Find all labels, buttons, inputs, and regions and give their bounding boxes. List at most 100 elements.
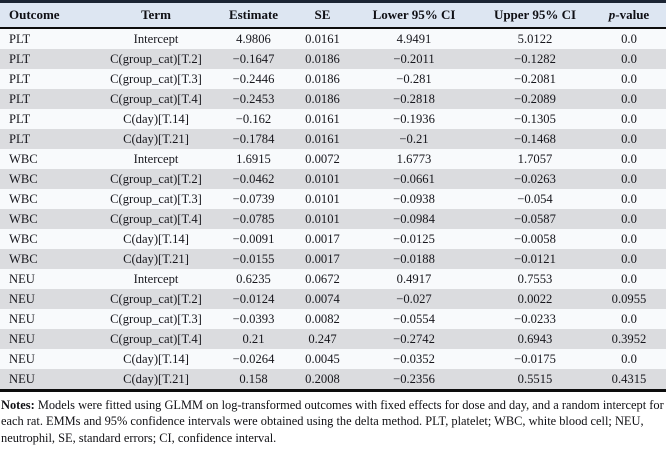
cell-lower-95-ci: −0.2011 — [393, 51, 435, 66]
cell-lower-95-ci: −0.0984 — [393, 211, 435, 226]
cell-outcome: WBC — [9, 191, 38, 206]
cell-term: C(day)[T.21] — [123, 371, 189, 386]
cell-se: 0.0186 — [305, 71, 340, 86]
cell-estimate: −0.2453 — [232, 91, 275, 106]
cell-outcome: WBC — [9, 151, 38, 166]
cell-p-value: 0.0 — [621, 191, 637, 206]
cell-lower-95-ci: −0.1936 — [393, 111, 435, 126]
header-row: Outcome Term Estimate SE Lower 95% CI Up… — [0, 1, 666, 29]
cell-term: C(group_cat)[T.4] — [110, 91, 202, 106]
cell-estimate: 1.6915 — [236, 151, 271, 166]
cell-se: 0.0161 — [305, 31, 340, 46]
cell-se: 0.0074 — [305, 291, 340, 306]
cell-upper-95-ci: −0.1282 — [514, 51, 556, 66]
header-term: Term — [141, 7, 171, 22]
cell-se: 0.0161 — [305, 131, 340, 146]
cell-estimate: −0.2446 — [232, 71, 275, 86]
cell-estimate: −0.1784 — [232, 131, 275, 146]
cell-outcome: NEU — [9, 351, 35, 366]
cell-estimate: 0.6235 — [236, 271, 271, 286]
table-row: PLT Intercept 4.9806 0.0161 4.9491 5.0122 0.0 — [0, 28, 666, 49]
cell-se: 0.0186 — [305, 91, 340, 106]
table-row: WBC C(group_cat)[T.4] −0.0785 0.0101 −0.0984… — [0, 209, 666, 229]
header-estimate: Estimate — [228, 7, 279, 22]
cell-upper-95-ci: −0.0058 — [514, 231, 556, 246]
cell-p-value: 0.0 — [621, 131, 637, 146]
cell-term: Intercept — [133, 151, 179, 166]
cell-outcome: NEU — [9, 311, 35, 326]
header-se: SE — [314, 7, 331, 22]
notes-label: Notes: — [1, 398, 35, 412]
cell-estimate: −0.0091 — [232, 231, 275, 246]
cell-estimate: −0.1647 — [232, 51, 275, 66]
p-rest: -value — [615, 7, 650, 22]
cell-lower-95-ci: −0.0938 — [393, 191, 435, 206]
cell-term: C(day)[T.14] — [123, 351, 189, 366]
cell-upper-95-ci: −0.1305 — [514, 111, 556, 126]
cell-se: 0.0186 — [305, 51, 340, 66]
cell-lower-95-ci: 4.9491 — [396, 31, 432, 46]
table-row: NEU C(group_cat)[T.2] −0.0124 0.0074 −0.027 0… — [0, 289, 666, 309]
cell-estimate: −0.0462 — [232, 171, 275, 186]
cell-outcome: NEU — [9, 271, 35, 286]
cell-p-value: 0.0 — [621, 311, 637, 326]
cell-p-value: 0.0 — [621, 171, 637, 186]
cell-outcome: PLT — [9, 91, 31, 106]
cell-outcome: WBC — [9, 171, 38, 186]
table-row: PLT C(day)[T.21] −0.1784 0.0161 −0.21 −0.1468… — [0, 129, 666, 149]
table-row: PLT C(day)[T.14] −0.162 0.0161 −0.1936 −0.130… — [0, 109, 666, 129]
cell-upper-95-ci: −0.1468 — [514, 131, 556, 146]
header-upper-95-ci: Upper 95% CI — [493, 7, 577, 22]
cell-upper-95-ci: −0.2089 — [514, 91, 556, 106]
table-row: NEU C(group_cat)[T.3] −0.0393 0.0082 −0.0554… — [0, 309, 666, 329]
p-italic: p — [608, 7, 616, 22]
cell-term: C(day)[T.21] — [123, 131, 189, 146]
cell-estimate: −0.0124 — [232, 291, 275, 306]
cell-lower-95-ci: −0.0661 — [393, 171, 435, 186]
cell-p-value: 0.0 — [621, 51, 637, 66]
cell-upper-95-ci: −0.0175 — [514, 351, 556, 366]
cell-p-value: 0.3952 — [611, 331, 647, 346]
cell-upper-95-ci: 0.0022 — [517, 291, 553, 306]
cell-se: 0.0161 — [305, 111, 340, 126]
cell-outcome: PLT — [9, 71, 31, 86]
header-p-value: p-value — [592, 2, 666, 29]
cell-term: C(group_cat)[T.3] — [110, 191, 202, 206]
cell-lower-95-ci: −0.2818 — [393, 91, 435, 106]
cell-outcome: PLT — [9, 51, 31, 66]
cell-estimate: −0.0785 — [232, 211, 275, 226]
cell-lower-95-ci: −0.0554 — [393, 311, 435, 326]
cell-p-value: 0.0 — [621, 211, 637, 226]
table-row: PLT C(group_cat)[T.4] −0.2453 0.0186 −0.2818… — [0, 89, 666, 109]
cell-estimate: 0.21 — [242, 331, 265, 346]
cell-se: 0.0101 — [305, 211, 340, 226]
cell-lower-95-ci: −0.0125 — [393, 231, 435, 246]
cell-p-value: 0.0 — [621, 111, 637, 126]
cell-estimate: −0.162 — [235, 111, 272, 126]
cell-upper-95-ci: −0.0233 — [514, 311, 556, 326]
cell-lower-95-ci: −0.281 — [396, 71, 432, 86]
cell-lower-95-ci: −0.2356 — [393, 371, 435, 386]
table-row: PLT C(group_cat)[T.3] −0.2446 0.0186 −0.281 −… — [0, 69, 666, 89]
table-row: WBC C(group_cat)[T.3] −0.0739 0.0101 −0.0938… — [0, 189, 666, 209]
cell-upper-95-ci: −0.2081 — [514, 71, 556, 86]
table-row: WBC C(group_cat)[T.2] −0.0462 0.0101 −0.0661… — [0, 169, 666, 189]
table-row: PLT C(group_cat)[T.2] −0.1647 0.0186 −0.2011… — [0, 49, 666, 69]
cell-lower-95-ci: 1.6773 — [396, 151, 432, 166]
cell-p-value: 0.0 — [621, 71, 637, 86]
cell-lower-95-ci: −0.21 — [399, 131, 429, 146]
cell-p-value: 0.0 — [621, 351, 637, 366]
cell-se: 0.0101 — [305, 191, 340, 206]
cell-upper-95-ci: 0.5515 — [517, 371, 553, 386]
cell-upper-95-ci: −0.0587 — [514, 211, 556, 226]
cell-term: C(group_cat)[T.2] — [110, 51, 202, 66]
table-row: WBC Intercept 1.6915 0.0072 1.6773 1.7057 0.0 — [0, 149, 666, 169]
cell-term: Intercept — [133, 271, 179, 286]
cell-p-value: 0.0955 — [611, 291, 647, 306]
cell-lower-95-ci: −0.027 — [396, 291, 432, 306]
cell-outcome: WBC — [9, 251, 38, 266]
cell-outcome: NEU — [9, 291, 35, 306]
notes-text: Models were fitted using GLMM on log-tra… — [1, 398, 664, 445]
cell-term: C(day)[T.21] — [123, 251, 189, 266]
cell-outcome: PLT — [9, 131, 31, 146]
